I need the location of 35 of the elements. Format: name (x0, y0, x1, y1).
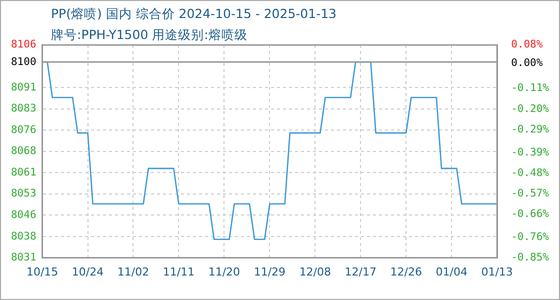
chart-title: PP(熔喷) 国内 综合价 2024-10-15 - 2025-01-13 (51, 6, 336, 23)
y-tick-label: 8076 (10, 124, 36, 136)
y2-tick-label: -0.29% (511, 123, 550, 136)
y2-tick-label: 0.00% (511, 57, 544, 70)
y-tick-label: 8031 (10, 252, 36, 264)
y2-tick-label: -0.20% (511, 102, 550, 115)
x-tick-label: 10/15 (26, 265, 58, 278)
y-tick-label: 8038 (10, 230, 36, 242)
x-tick-label: 11/20 (208, 265, 240, 278)
y2-tick-label: -0.85% (511, 252, 550, 264)
x-tick-label: 12/26 (390, 265, 422, 278)
y2-tick-label: -0.76% (511, 230, 550, 243)
y-tick-label: 8100 (10, 56, 36, 68)
y2-tick-label: -0.57% (511, 187, 550, 200)
chart-subtitle: 牌号:PPH-Y1500 用途级别:熔喷级 (51, 27, 248, 44)
x-tick-label: 11/29 (254, 265, 286, 278)
y2-tick-label: -0.39% (511, 146, 550, 158)
y-tick-label: 8046 (10, 208, 36, 221)
y-tick-label: 8068 (10, 145, 36, 158)
y2-tick-label: -0.66% (511, 208, 550, 220)
x-tick-label: 01/13 (481, 265, 513, 278)
y-tick-label: 8053 (10, 188, 36, 200)
y-tick-label: 8106 (10, 38, 36, 51)
x-tick-label: 10/24 (72, 265, 104, 278)
y-tick-label: 8083 (10, 102, 36, 115)
x-tick-label: 11/02 (117, 265, 150, 278)
x-tick-label: 01/04 (436, 265, 468, 278)
y2-tick-label: 0.08% (511, 38, 544, 51)
y2-tick-label: -0.48% (511, 166, 550, 179)
y2-tick-label: -0.11% (511, 82, 550, 94)
x-tick-label: 12/17 (344, 265, 376, 278)
x-tick-label: 12/08 (299, 265, 332, 278)
y-tick-label: 8091 (10, 81, 36, 94)
x-tick-label: 11/11 (162, 265, 195, 278)
y-tick-label: 8061 (10, 166, 36, 178)
